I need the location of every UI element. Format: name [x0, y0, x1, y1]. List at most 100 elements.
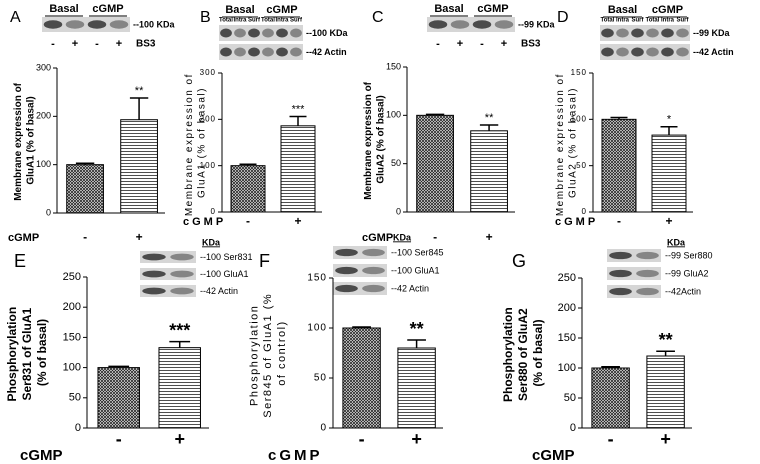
blot-treatment: BS3 — [521, 39, 541, 50]
x-tick-label: + — [136, 230, 143, 244]
x-tick-label: - — [83, 230, 87, 244]
blot-band — [170, 270, 194, 278]
x-tick-label: + — [174, 429, 185, 449]
blot-band — [450, 20, 470, 29]
blot-band — [220, 28, 232, 38]
blot-band — [290, 47, 302, 57]
bar — [416, 114, 454, 213]
blot-band — [676, 28, 689, 38]
x-tick-label: + — [294, 214, 301, 228]
bar — [646, 355, 685, 429]
blot-marker: --100 GluA1 — [391, 265, 440, 275]
bar — [158, 347, 201, 429]
blot-band — [676, 47, 689, 57]
panel-label: A — [10, 9, 21, 26]
y-label-line: (% of basal) — [531, 319, 545, 386]
blot-group: cGMP — [92, 3, 123, 15]
significance: ** — [410, 319, 424, 339]
x-tick-label: + — [411, 429, 422, 449]
blot-marker: --99 KDa — [518, 19, 556, 29]
blot-band — [170, 287, 194, 295]
error-bar — [656, 350, 675, 356]
y-axis-label: Membrane expression of GluA1 (% of basal… — [183, 69, 207, 216]
y-tick-label: 100 — [200, 161, 216, 170]
y-tick-label: 50 — [69, 392, 81, 404]
blot-marker: --100 KDa — [306, 28, 349, 38]
blot-band — [601, 47, 614, 57]
blot-lane: + — [116, 38, 122, 50]
blot-band — [43, 20, 63, 29]
blot-band — [362, 284, 385, 293]
error-bar — [169, 340, 191, 348]
bar — [230, 165, 266, 213]
blot-band — [335, 266, 358, 275]
blot-band — [646, 47, 659, 57]
x-axis-label: cGMP — [8, 232, 39, 244]
blot-band — [636, 287, 659, 296]
y-tick-label: 100 — [571, 114, 587, 123]
x-tick-label: - — [246, 214, 250, 228]
blot-lane: Surf — [632, 18, 645, 24]
blot-lane: - — [436, 38, 440, 50]
y-tick-label: 100 — [63, 362, 81, 374]
y-tick-label: 200 — [36, 111, 51, 121]
blot-group: cGMP — [266, 4, 297, 16]
y-tick-label: 250 — [63, 271, 81, 283]
blot-marker: --42 Actin — [391, 283, 429, 293]
y-tick-label: 50 — [576, 161, 587, 170]
y-tick-label: 150 — [63, 331, 81, 343]
y-tick-label: 200 — [200, 114, 216, 123]
error-bar — [129, 97, 149, 120]
y-tick-label: 150 — [558, 332, 576, 344]
blot-band — [65, 20, 85, 29]
y-axis-label: Phosphorylation Ser880 of GluA2 (% of ba… — [501, 304, 545, 402]
blot-marker: --42Actin — [665, 286, 701, 296]
blot-marker: --100 GluA1 — [200, 269, 249, 279]
y-label-line: Ser880 of GluA2 — [516, 305, 530, 401]
y-axis-label: Phosphorylation Ser845 of GluA1 (% of co… — [248, 288, 288, 417]
y-label-line: Phosphorylation — [5, 303, 19, 401]
y-tick-label: 100 — [558, 362, 576, 374]
blot-band — [248, 28, 260, 38]
blot-strip — [427, 17, 515, 32]
y-label-line: GluA2 (% of basal) — [567, 87, 578, 198]
x-axis-label: cGMP — [362, 232, 393, 244]
blot-lane: Intra — [661, 18, 675, 24]
blot-lane: Surf — [248, 18, 261, 24]
x-axis-label: cGMP — [268, 447, 323, 464]
blot-band — [661, 47, 674, 57]
y-axis-label: Membrane expression of GluA1 (% of basal… — [12, 80, 36, 201]
blot-group: cGMP — [477, 3, 508, 15]
blot-band — [616, 47, 629, 57]
blot-lane: + — [457, 38, 463, 50]
bar — [97, 367, 140, 429]
bar — [280, 125, 316, 213]
significance: *** — [169, 320, 190, 340]
blot-band — [234, 47, 246, 57]
blot-band — [609, 251, 632, 260]
blot-band — [109, 20, 129, 29]
blot-band — [472, 20, 492, 29]
y-label-line: Phosphorylation — [501, 304, 515, 402]
blot-band — [87, 20, 107, 29]
blot-lane: - — [51, 38, 55, 50]
significance: * — [667, 114, 672, 126]
panel-label: E — [14, 251, 26, 271]
error-bar — [108, 365, 130, 368]
y-tick-label: 150 — [307, 273, 327, 284]
blot-band — [335, 248, 358, 257]
x-tick-label: - — [359, 429, 365, 449]
x-tick-label: - — [608, 429, 614, 449]
bar — [397, 347, 436, 429]
bar — [342, 327, 381, 429]
y-tick-label: 200 — [63, 301, 81, 313]
bar — [651, 134, 687, 213]
y-label-line: Membrane expression of — [362, 79, 373, 200]
y-label-line: of control) — [276, 320, 288, 385]
blot-lane: + — [72, 38, 78, 50]
y-tick-label: 300 — [36, 62, 51, 72]
x-axis-label: cGMP — [183, 216, 226, 228]
x-tick-label: - — [433, 230, 437, 244]
y-tick-label: 0 — [396, 206, 401, 216]
panel-label: G — [512, 251, 526, 271]
